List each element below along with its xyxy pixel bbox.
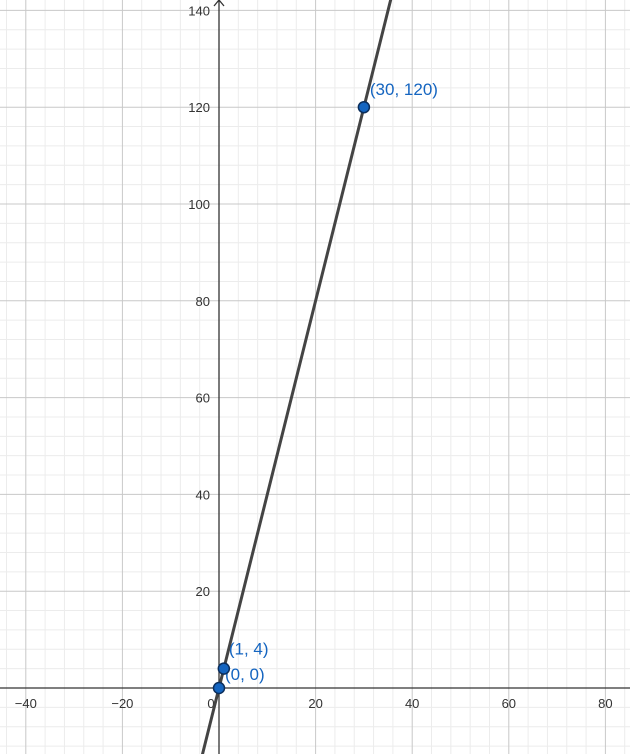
line-y-equals-4x[interactable]: [201, 0, 393, 754]
data-point[interactable]: [357, 100, 371, 114]
point-label: (0, 0): [225, 665, 265, 684]
point-label: (1, 4): [229, 640, 269, 659]
x-tick-label: 40: [405, 696, 419, 711]
y-tick-label: 20: [196, 584, 210, 599]
y-tick-label: 120: [188, 100, 210, 115]
y-axis-arrow-icon: [213, 0, 225, 7]
x-tick-label: −40: [15, 696, 37, 711]
x-tick-label: 0: [207, 696, 214, 711]
points[interactable]: (0, 0) (1, 4) (30, 120): [212, 80, 438, 695]
y-tick-label: 100: [188, 197, 210, 212]
tick-labels: −40 −20 0 20 40 60 80 20 40 60 80 100 120 140: [15, 3, 613, 711]
y-tick-label: 140: [188, 3, 210, 18]
x-tick-label: 20: [308, 696, 322, 711]
line-series[interactable]: [201, 0, 393, 754]
y-tick-label: 80: [196, 294, 210, 309]
data-point[interactable]: [217, 662, 231, 675]
x-tick-label: −20: [111, 696, 133, 711]
x-tick-label: 80: [598, 696, 612, 711]
y-tick-label: 40: [196, 487, 210, 502]
x-tick-label: 60: [502, 696, 516, 711]
y-tick-label: 60: [196, 391, 210, 406]
data-point[interactable]: [212, 681, 226, 695]
point-label: (30, 120): [370, 80, 438, 99]
